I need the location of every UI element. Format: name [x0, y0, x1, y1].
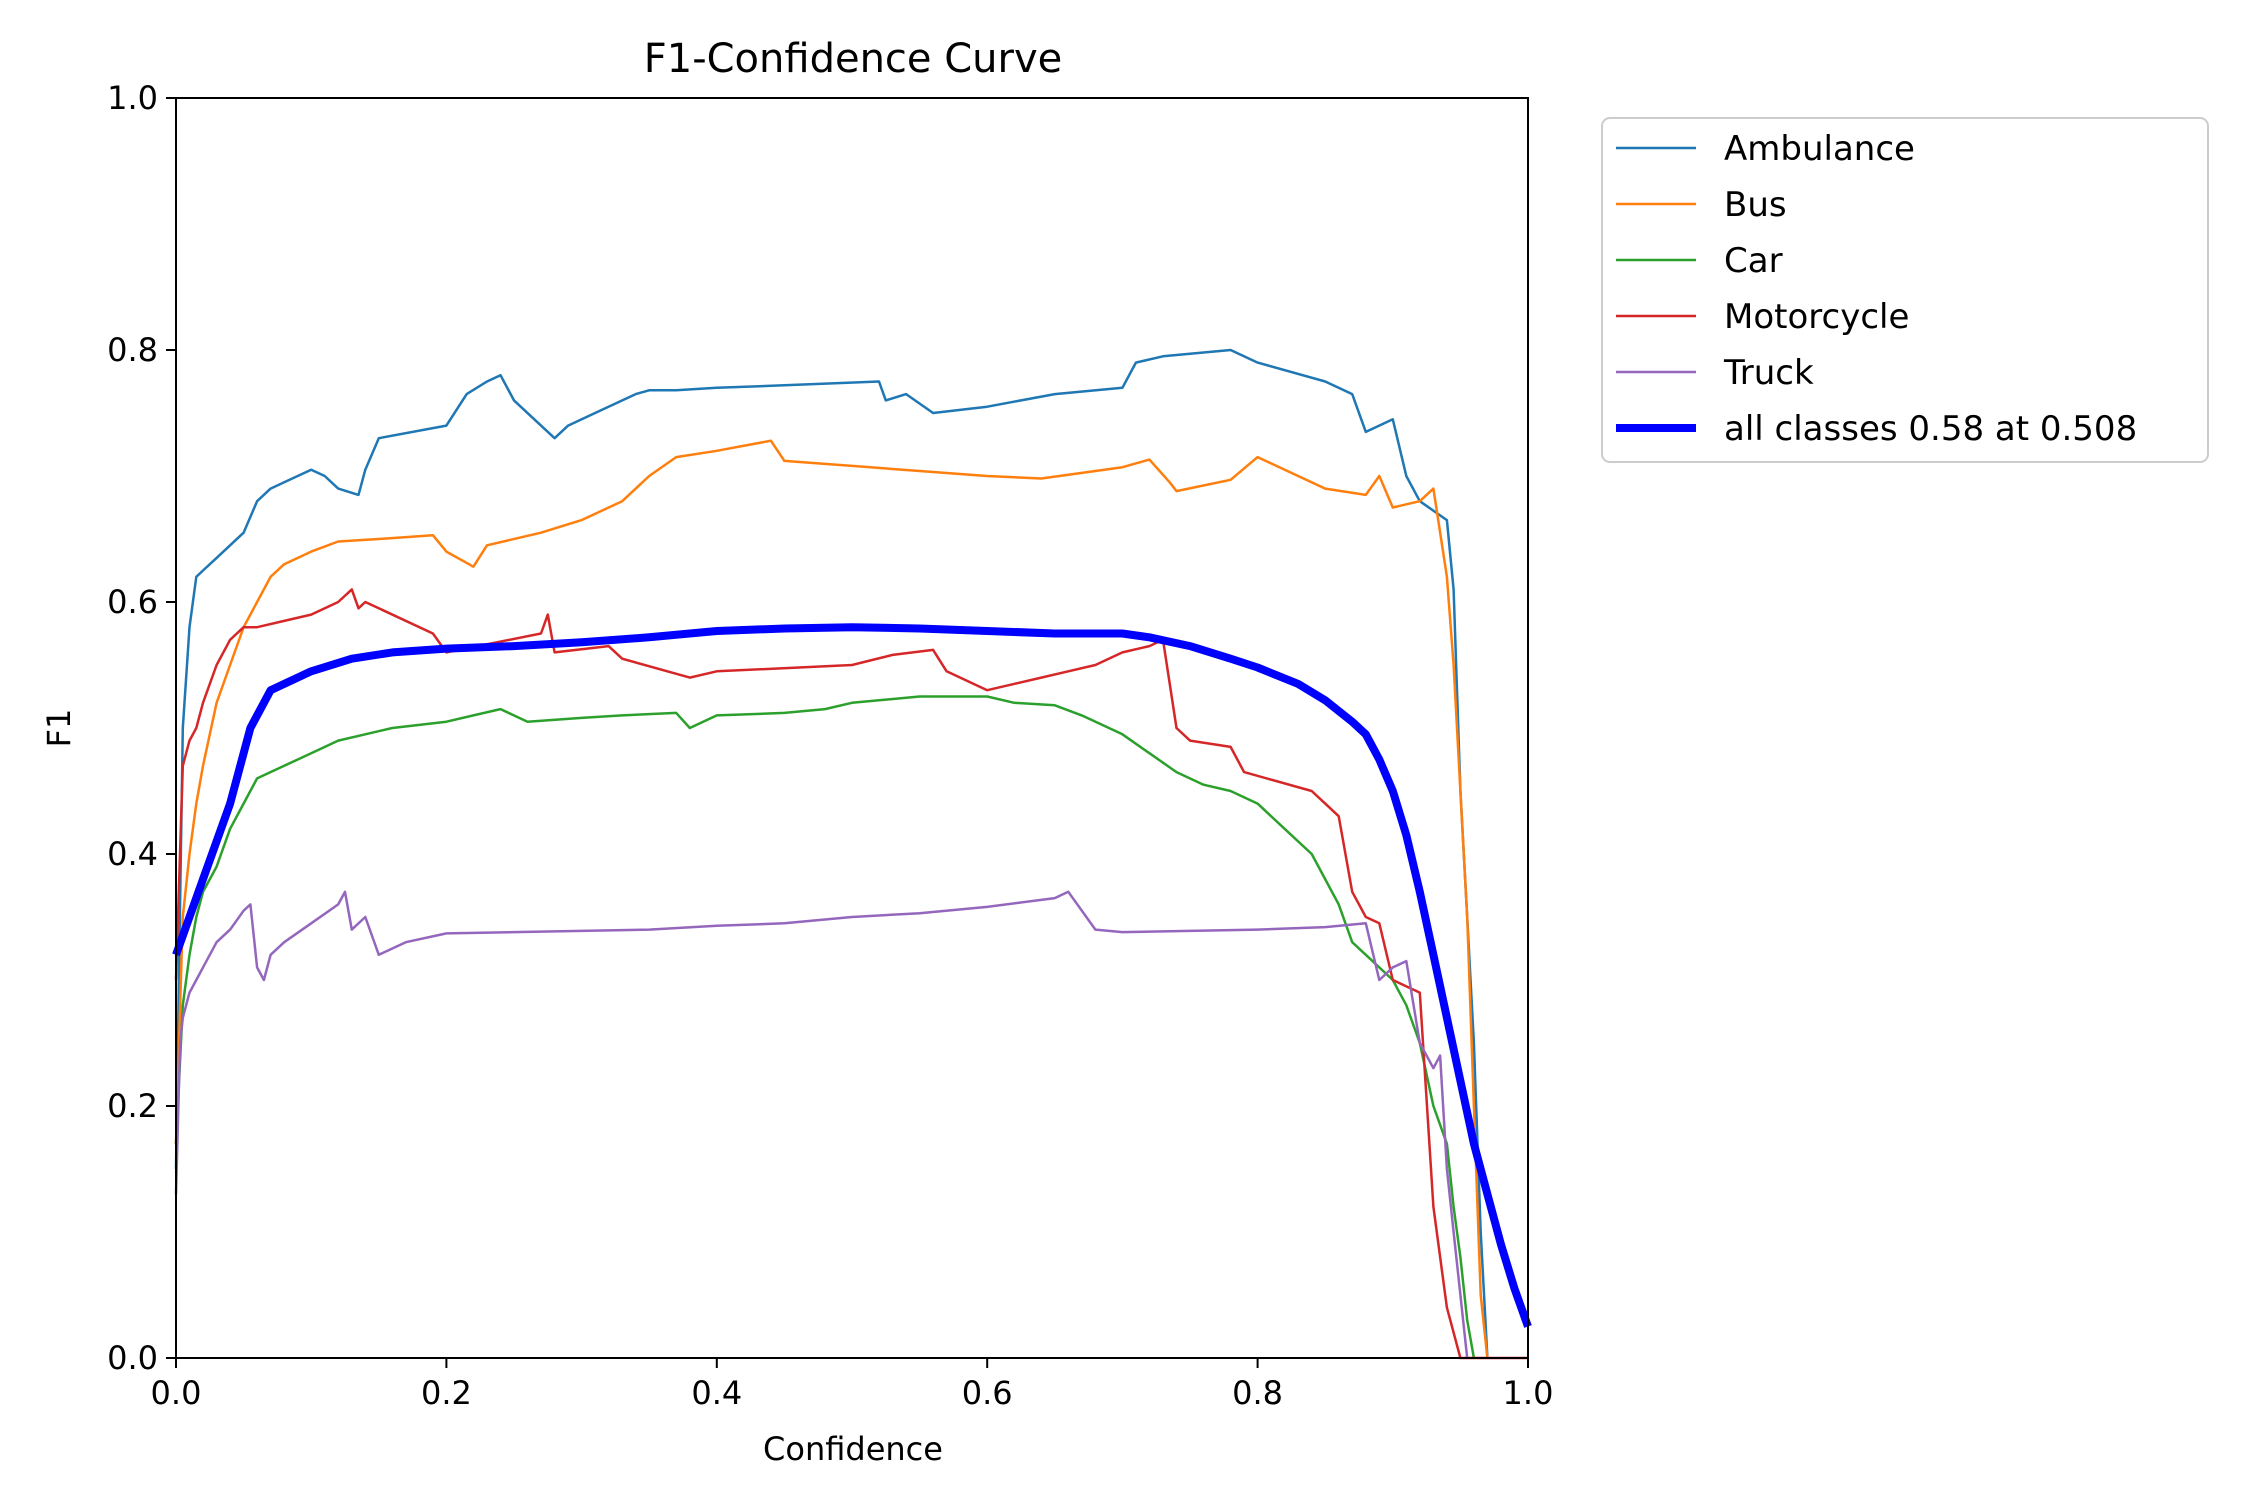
y-axis-ticks: 0.0 0.2 0.4 0.6 0.8 1.0 [107, 79, 176, 1377]
legend-items: Ambulance Bus Car Motorcycle Truck all classe… [1616, 129, 2137, 449]
legend-label-5: all classes 0.58 at 0.508 [1724, 409, 2137, 449]
series-layer [172, 348, 1532, 1360]
series-line-1 [174, 439, 1489, 1359]
y-tick-label-2: 0.4 [107, 835, 158, 873]
x-tick-label-5: 1.0 [1503, 1374, 1554, 1412]
series-line-4 [174, 890, 1469, 1359]
series-line-5 [172, 623, 1532, 1328]
y-tick-label-3: 0.6 [107, 583, 158, 621]
y-tick-label-4: 0.8 [107, 331, 158, 369]
chart-title: F1-Confidence Curve [644, 36, 1063, 82]
y-tick-label-5: 1.0 [107, 79, 158, 117]
x-tick-label-1: 0.2 [421, 1374, 472, 1412]
x-tick-label-3: 0.6 [962, 1374, 1013, 1412]
x-axis-label: Confidence [763, 1430, 943, 1468]
legend-label-2: Car [1724, 241, 1783, 281]
y-tick-label-0: 0.0 [107, 1339, 158, 1377]
y-axis-label: F1 [40, 709, 78, 748]
legend: Ambulance Bus Car Motorcycle Truck all classe… [1601, 117, 2209, 463]
series-line-3 [174, 588, 1528, 1360]
x-axis-ticks: 0.0 0.2 0.4 0.6 0.8 1.0 [151, 1358, 1554, 1412]
legend-label-3: Motorcycle [1724, 297, 1909, 337]
legend-label-1: Bus [1724, 185, 1787, 225]
y-tick-label-1: 0.2 [107, 1087, 158, 1125]
legend-label-4: Truck [1723, 353, 1814, 393]
x-tick-label-2: 0.4 [691, 1374, 742, 1412]
x-tick-label-4: 0.8 [1232, 1374, 1283, 1412]
series-line-0 [174, 348, 1489, 1359]
series-line-2 [174, 695, 1476, 1359]
legend-label-0: Ambulance [1724, 129, 1915, 169]
plot-frame [175, 97, 1529, 1359]
x-tick-label-0: 0.0 [151, 1374, 202, 1412]
legend-frame [1601, 117, 2209, 463]
